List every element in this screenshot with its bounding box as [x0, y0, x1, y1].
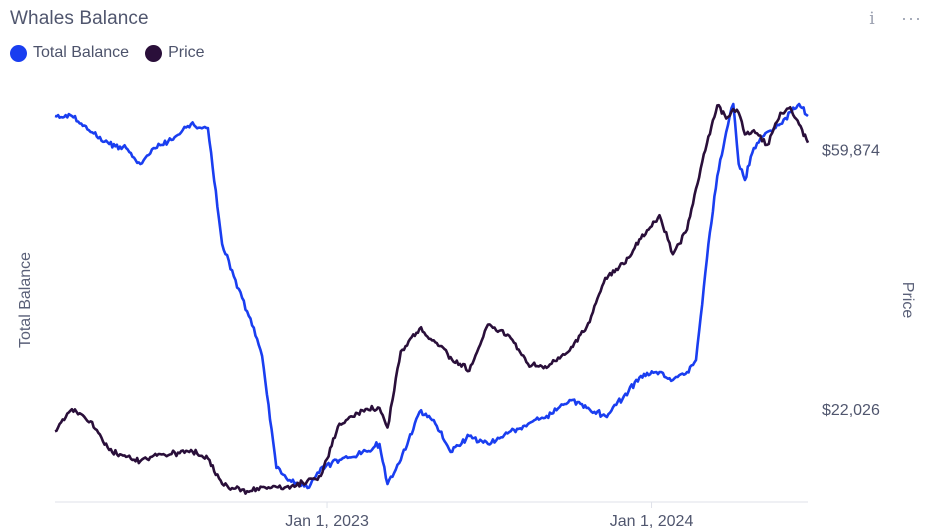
legend-label-total-balance: Total Balance [33, 44, 130, 61]
legend-item-price[interactable]: Price [145, 44, 205, 62]
x-tick-label: Jan 1, 2023 [285, 513, 369, 530]
chart-title: Whales Balance [10, 8, 149, 29]
legend-label-price: Price [168, 44, 205, 61]
legend-dot-price [145, 44, 163, 62]
series-line-total-balance[interactable] [54, 102, 809, 490]
header-actions: i ··· [865, 8, 922, 29]
legend-item-total-balance[interactable]: Total Balance [10, 44, 129, 62]
legend-dot-total-balance [10, 44, 27, 62]
x-tick-label: Jan 1, 2024 [610, 513, 694, 530]
series-line-price[interactable] [54, 103, 810, 495]
info-icon[interactable]: i [869, 8, 875, 29]
y-right-tick-label: $22,026 [822, 402, 880, 419]
more-options-icon[interactable]: ··· [901, 8, 922, 28]
chart-legend: Total Balance Price [10, 44, 205, 62]
y-right-tick-label: $59,874 [822, 143, 880, 160]
